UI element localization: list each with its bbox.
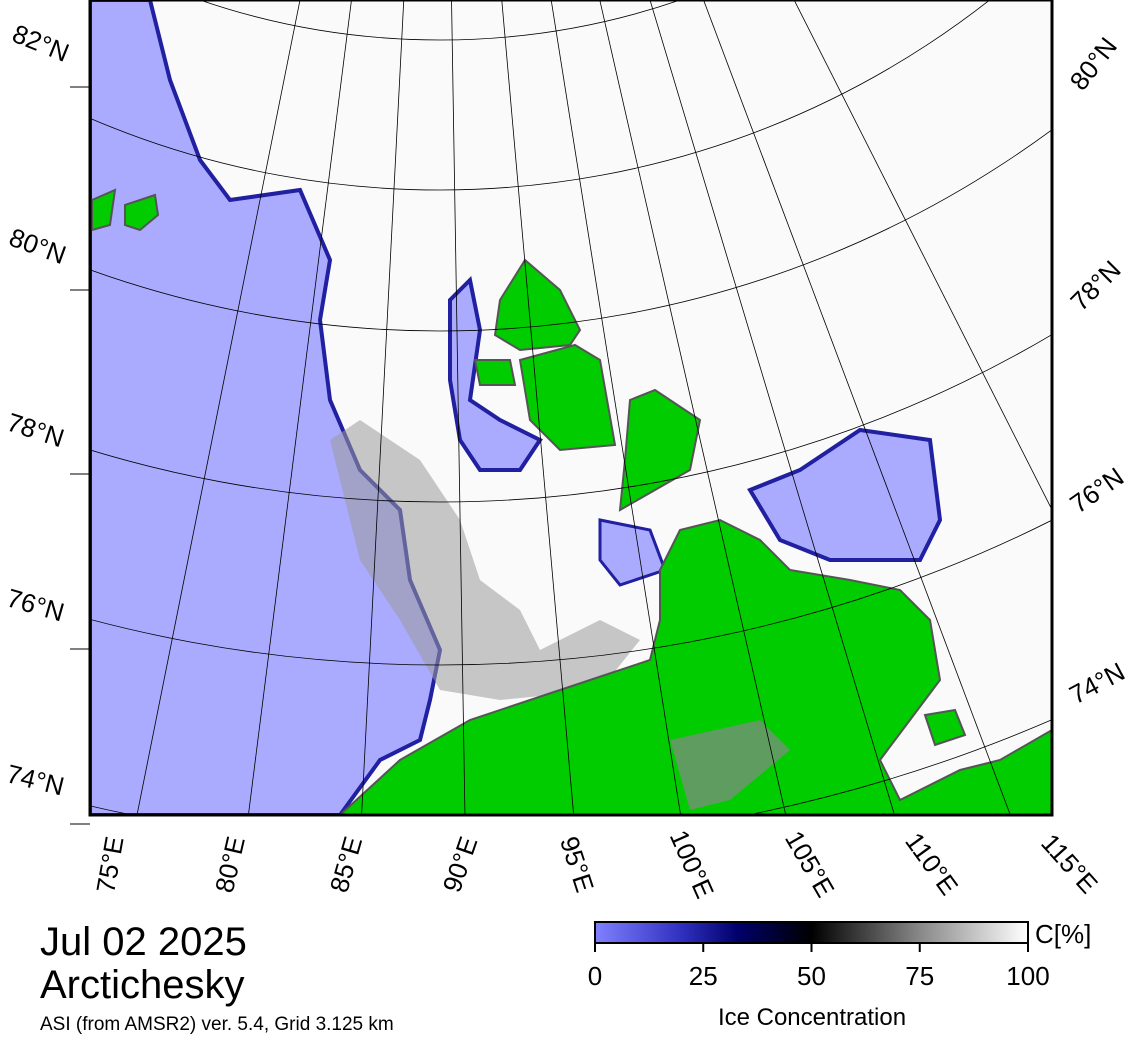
open-water xyxy=(448,275,543,472)
lon-label: 100°E xyxy=(664,826,720,903)
land-ice xyxy=(670,720,790,810)
land xyxy=(618,388,702,512)
lat-label: 76°N xyxy=(1064,461,1129,519)
date: Jul 02 2025 xyxy=(40,920,247,964)
land xyxy=(473,359,517,386)
lat-label: 78°N xyxy=(1064,254,1126,316)
source: ASI (from AMSR2) ver. 5.4, Grid 3.125 km xyxy=(40,1014,394,1035)
lon-label: 80°E xyxy=(209,834,251,896)
lat-label: 78°N xyxy=(3,407,68,453)
colorbar-tick-label: 100 xyxy=(1006,961,1049,991)
colorbar-tick-label: 75 xyxy=(905,961,934,991)
region: Arctichesky xyxy=(40,963,245,1007)
colorbar-title: Ice Concentration xyxy=(718,1004,906,1031)
lat-label: 80°N xyxy=(5,222,70,270)
lat-label: 76°N xyxy=(4,583,68,628)
land xyxy=(91,188,967,747)
lat-label: 74°N xyxy=(1064,656,1129,710)
lon-label: 95°E xyxy=(554,833,600,896)
lon-label: 110°E xyxy=(899,827,964,901)
map-frame xyxy=(88,0,1054,817)
colorbar xyxy=(594,921,1029,944)
lat-label: 74°N xyxy=(4,758,68,801)
lon-label: 105°E xyxy=(779,826,841,903)
land xyxy=(493,258,582,352)
lon-label: 75°E xyxy=(90,834,129,895)
colorbar-tick-label: 25 xyxy=(689,961,718,991)
lat-label: 82°N xyxy=(8,18,73,68)
colorbar-tick-label: 50 xyxy=(797,961,826,991)
lat-label: 80°N xyxy=(1064,32,1123,96)
colorbar-tick-label: 0 xyxy=(588,961,602,991)
lon-label: 115°E xyxy=(1035,828,1104,900)
lon-label: 85°E xyxy=(324,833,368,896)
lon-label: 90°E xyxy=(437,833,484,896)
colorbar-unit: C[%] xyxy=(1035,919,1091,949)
land xyxy=(518,343,617,452)
ice-edge xyxy=(330,420,640,700)
open-water xyxy=(747,427,943,562)
land xyxy=(338,518,1052,815)
